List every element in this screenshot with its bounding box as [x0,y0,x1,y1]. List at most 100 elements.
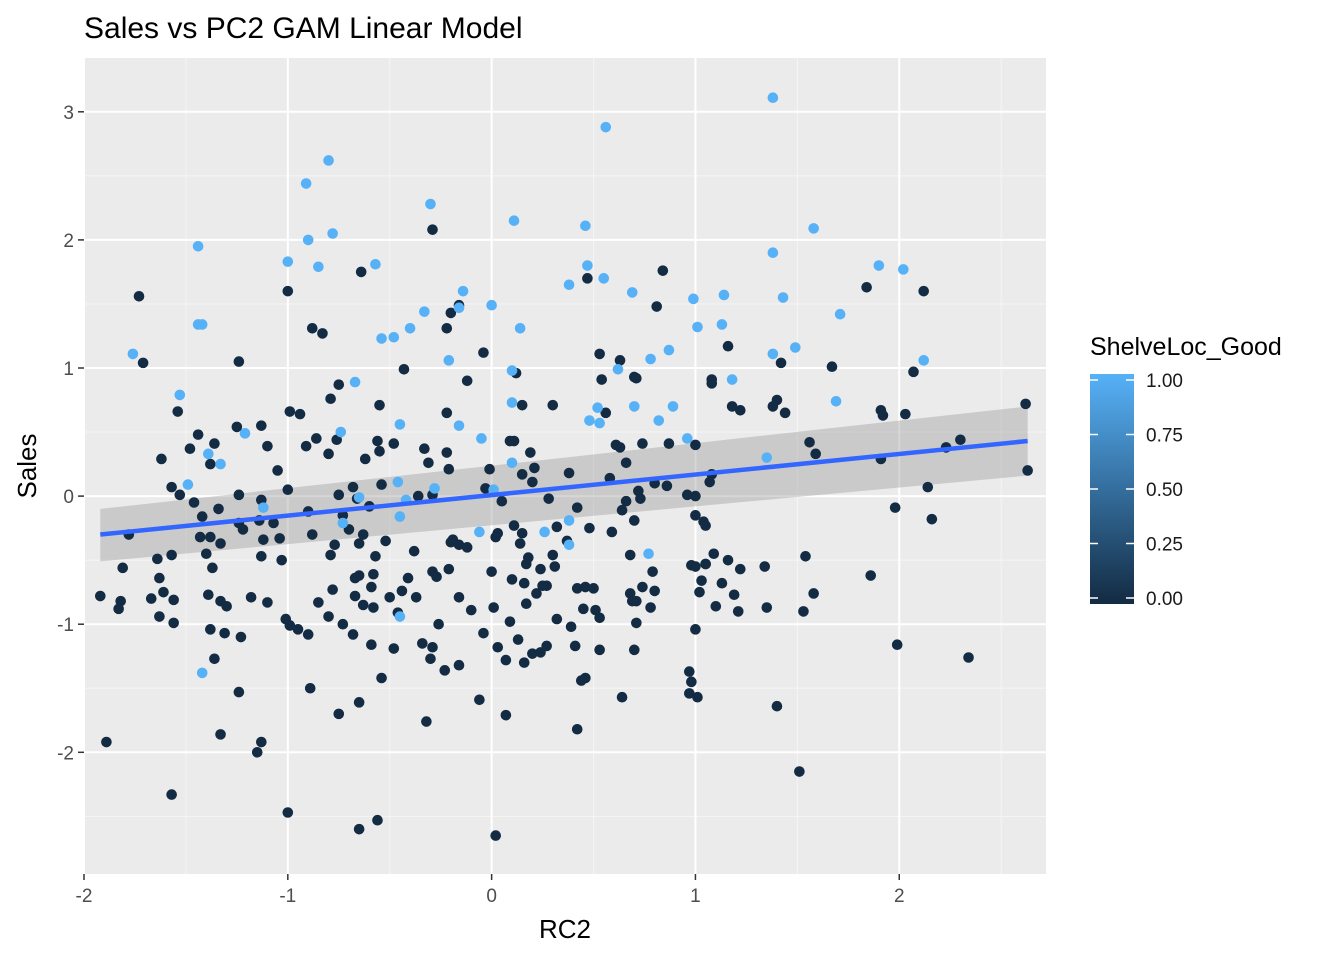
data-point [441,407,453,419]
data-point [258,534,269,545]
data-point [694,586,705,598]
data-point [302,629,314,640]
data-point [800,551,811,562]
data-point [580,581,591,593]
data-point-good [443,355,455,366]
data-point [606,526,618,538]
data-point [431,571,442,583]
data-point [262,597,273,608]
data-point [349,590,361,602]
data-point [317,328,328,339]
data-point [518,577,530,589]
data-point [681,489,693,501]
data-point-good [692,321,703,333]
data-point-good [898,264,909,275]
data-point-good [681,433,693,444]
data-point [700,558,711,570]
legend-label: 0.00 [1146,589,1183,610]
data-point [423,457,434,469]
data-point [311,433,322,444]
data-point [563,467,575,479]
data-point-good [873,260,885,271]
data-point [551,613,563,625]
data-point [337,510,349,521]
data-point [508,435,520,447]
data-point [374,399,385,411]
data-point-good [808,223,819,234]
data-point [441,322,453,334]
data-point [600,407,612,419]
data-point-good [453,302,465,314]
data-point-good [726,374,738,385]
data-point-good [716,319,728,330]
data-point [368,602,379,613]
y-axis: -2 -1 0 1 2 3 [57,103,84,764]
data-point [333,708,345,720]
data-point-good [761,452,773,463]
data-point [219,627,230,639]
ribbon [100,406,1028,562]
data-point [188,497,200,508]
data-point [1020,398,1031,410]
data-point-good [563,515,575,526]
data-point-good [506,397,518,408]
data-point [826,361,838,373]
data-point [353,697,365,708]
data-point [268,517,279,529]
data-point [635,493,646,504]
data-point [376,479,387,490]
data-point [651,301,663,312]
data-point-good [563,279,575,291]
data-point [516,469,528,480]
data-point [396,585,408,597]
data-point [282,484,294,495]
data-point [233,356,245,367]
data-point-good [370,258,381,270]
data-point [706,378,718,389]
data-point-good [767,247,779,259]
data-point [922,481,934,493]
data-point [663,438,675,449]
data-point [547,399,559,411]
data-point-good [429,483,440,494]
data-point [647,566,658,577]
data-point [205,458,216,470]
data-point [690,561,701,572]
data-point [798,606,809,617]
data-point-good [394,419,406,430]
data-point [1022,465,1033,476]
confidence-ribbon [100,406,1028,562]
data-point [425,653,436,665]
data-point [734,404,746,416]
data-point [402,572,414,584]
data-point-good [349,376,361,388]
data-point [794,766,805,777]
data-point [891,639,903,651]
data-point [620,457,632,469]
data-point [196,511,208,522]
data-point [626,595,638,607]
data-point [353,538,365,549]
data-point [158,586,169,598]
data-point [661,480,673,492]
data-point [637,438,648,449]
data-point [282,285,294,297]
data-point-good [203,448,214,460]
data-point [154,611,165,622]
data-point [366,639,377,651]
data-point [245,592,257,603]
data-point [174,489,186,501]
data-point-good [353,492,365,503]
data-point [594,644,605,656]
data-point [152,553,163,565]
data-point-good [127,348,139,360]
data-point [771,700,783,712]
data-point [596,374,607,385]
data-point [516,399,528,411]
x-axis-title: RC2 [539,914,591,944]
data-point-good [653,415,665,426]
data-point [908,366,919,378]
data-point-good [584,415,595,426]
data-point [156,453,167,465]
data-point [166,789,177,800]
